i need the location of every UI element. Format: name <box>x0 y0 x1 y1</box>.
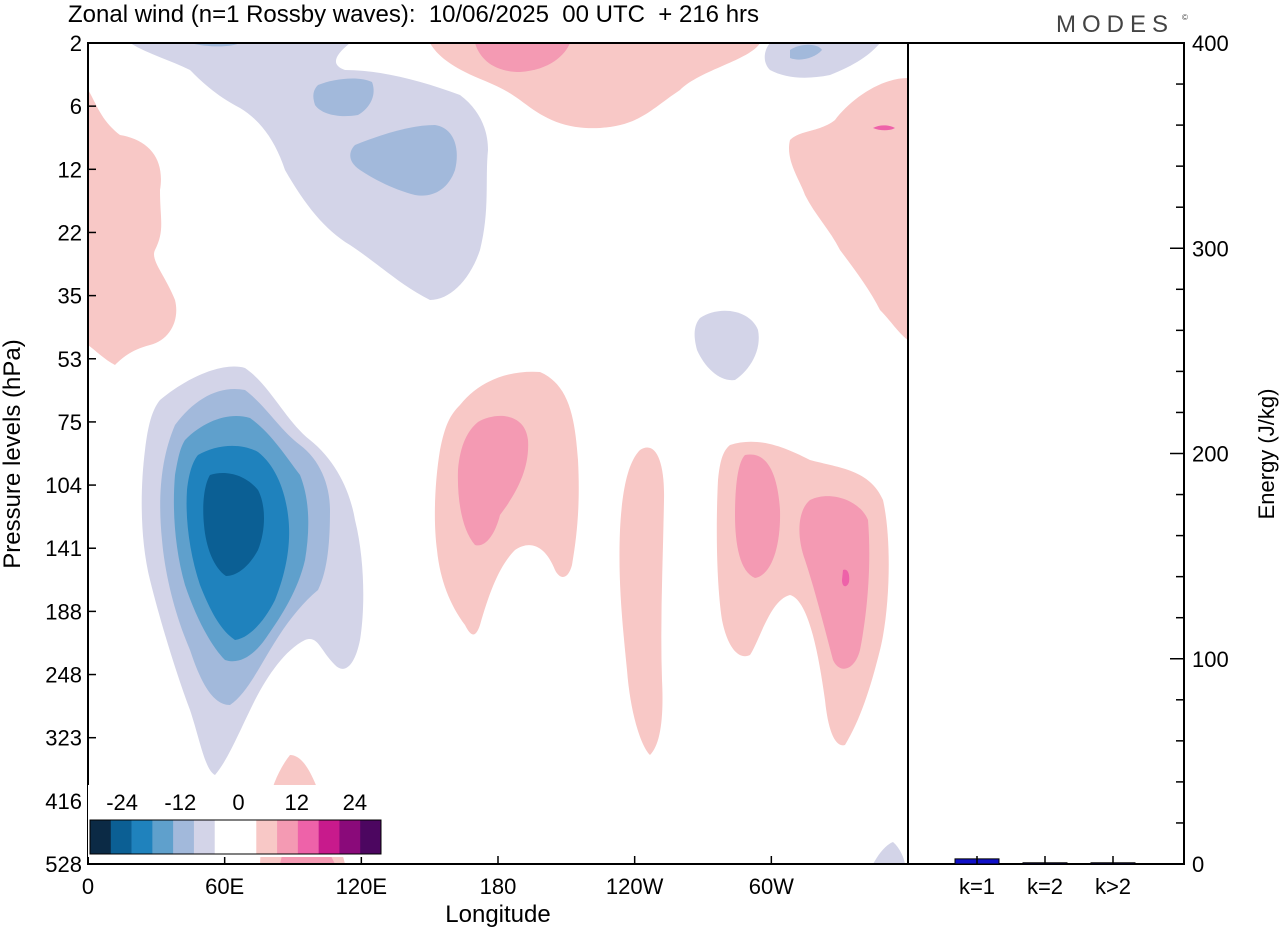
colorbar-swatch <box>152 820 174 854</box>
energy-category-label: k=1 <box>959 874 995 899</box>
negative-contour-35hpa <box>694 310 759 381</box>
energy-tick-label: 100 <box>1192 647 1229 672</box>
energy-category-labels: k=1 k=2 k>2 <box>959 856 1131 899</box>
colorbar-swatch <box>214 820 236 854</box>
pressure-axis: 2 6 12 22 35 53 75 104 141 188 248 323 416 528 <box>45 31 96 877</box>
x-tick-label: 180 <box>480 874 517 899</box>
negative-contour-top-right <box>764 43 880 78</box>
x-tick-label: 0 <box>82 874 94 899</box>
colorbar-label: 24 <box>343 790 367 815</box>
y-tick-label: 528 <box>45 852 82 877</box>
y-tick-label: 2 <box>70 31 82 56</box>
y-tick-label: 75 <box>58 410 82 435</box>
y-tick-label: 6 <box>70 94 82 119</box>
x-tick-label: 60W <box>749 874 794 899</box>
positive-contour-top-right-peak <box>873 125 895 131</box>
energy-bar-chart: 0 100 200 300 400 k=1 k=2 k>2 <box>907 31 1229 899</box>
colorbar-legend: -24 -12 0 12 24 <box>88 785 384 857</box>
energy-category-label: k=2 <box>1027 874 1063 899</box>
y-tick-label: 323 <box>45 726 82 751</box>
energy-tick-label: 400 <box>1192 31 1229 56</box>
colorbar-label: -12 <box>164 790 196 815</box>
longitude-axis: 0 60E 120E 180 120W 60W <box>82 856 794 899</box>
y-tick-label: 188 <box>45 599 82 624</box>
energy-axis: 0 100 200 300 400 <box>1170 31 1229 877</box>
colorbar-swatch <box>235 820 257 854</box>
negative-contour-stratosphere-core-a <box>313 78 374 117</box>
positive-contour-60w-core-a <box>735 454 781 578</box>
colorbar-swatch <box>339 820 361 854</box>
negative-contour-top-right-core <box>790 44 822 60</box>
positive-contour-top-right <box>788 78 908 340</box>
colorbar-swatch <box>318 820 340 854</box>
energy-axis-label: Energy (J/kg) <box>1254 389 1279 520</box>
colorbar-swatch <box>297 820 319 854</box>
colorbar-swatch <box>256 820 278 854</box>
colorbar-swatch <box>90 820 112 854</box>
chart-title: Zonal wind (n=1 Rossby waves): 10/06/202… <box>68 1 759 28</box>
colorbar-label: 12 <box>284 790 308 815</box>
x-tick-label: 120E <box>336 874 387 899</box>
colorbar-labels: -24 -12 0 12 24 <box>106 790 367 815</box>
positive-contour-180-core <box>457 415 529 546</box>
colorbar-swatch <box>277 820 299 854</box>
wind-cross-section-plot: 2 6 12 22 35 53 75 104 141 188 248 323 416 528 0 60E 12… <box>45 31 909 899</box>
colorbar-swatches <box>89 819 382 855</box>
x-axis-label: Longitude <box>445 901 550 928</box>
energy-tick-label: 200 <box>1192 442 1229 467</box>
contour-fields <box>88 43 908 864</box>
energy-panel-frame <box>907 42 1185 865</box>
x-tick-label: 120W <box>606 874 664 899</box>
y-tick-label: 416 <box>45 789 82 814</box>
energy-category-label: k>2 <box>1095 874 1131 899</box>
colorbar-swatch <box>131 820 153 854</box>
positive-contour-left-edge <box>88 90 177 365</box>
colorbar-label: -24 <box>106 790 138 815</box>
y-tick-label: 22 <box>58 220 82 245</box>
negative-contour-stratosphere-core-b <box>350 125 457 196</box>
y-tick-label: 12 <box>58 157 82 182</box>
positive-contour-120w <box>619 447 665 755</box>
positive-contour-top-core <box>475 43 570 72</box>
positive-contour-60w-peak <box>842 569 850 587</box>
colorbar-swatch <box>173 820 195 854</box>
y-axis-label: Pressure levels (hPa) <box>0 339 26 568</box>
y-tick-label: 53 <box>58 347 82 372</box>
colorbar-label: 0 <box>232 790 244 815</box>
y-tick-label: 104 <box>45 473 82 498</box>
y-tick-label: 35 <box>58 284 82 309</box>
y-tick-label: 248 <box>45 663 82 688</box>
negative-contour-bottom-right <box>873 842 905 864</box>
positive-contour-top-center <box>430 43 760 129</box>
energy-tick-label: 300 <box>1192 236 1229 261</box>
energy-tick-label: 0 <box>1192 852 1204 877</box>
colorbar-swatch <box>193 820 216 854</box>
colorbar-swatch <box>360 820 382 854</box>
colorbar-swatch <box>110 820 132 854</box>
y-tick-label: 141 <box>45 536 82 561</box>
positive-contour-60w-core-b <box>799 496 870 669</box>
x-tick-label: 60E <box>205 874 244 899</box>
colorbar-outline <box>89 819 382 855</box>
negative-contour-60e-core <box>203 472 264 576</box>
negative-contour-stratosphere <box>130 43 488 300</box>
modes-logo-mark: © <box>1182 13 1188 22</box>
modes-logo: MODES <box>1056 11 1174 38</box>
